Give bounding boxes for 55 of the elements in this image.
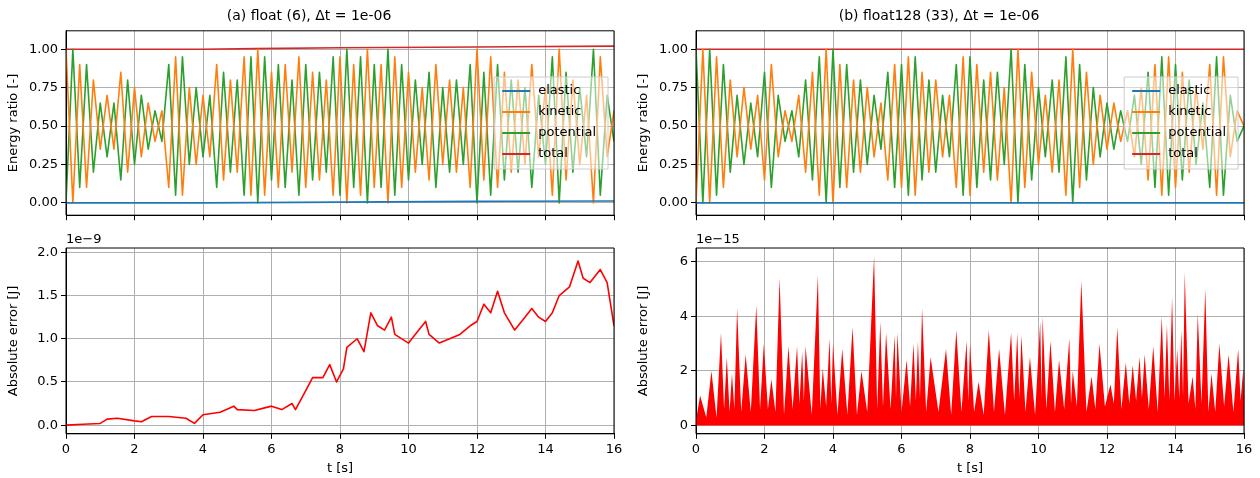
y-axis-title: Energy ratio [-] xyxy=(635,73,651,173)
y-tick-label: 6 xyxy=(679,253,688,269)
x-axis-title: t [s] xyxy=(956,459,984,475)
x-tick-label: 2 xyxy=(760,440,769,456)
x-tick-label: 6 xyxy=(267,440,276,456)
y-tick-label: 0 xyxy=(679,416,688,432)
y-tick-label: 0.75 xyxy=(659,79,688,95)
legend-label: total xyxy=(538,145,568,161)
x-axis-title: t [s] xyxy=(326,459,354,475)
x-tick-label: 8 xyxy=(335,440,345,456)
y-tick-label: 0.75 xyxy=(29,79,58,95)
legend-label: potential xyxy=(1168,124,1226,140)
y-tick-label: 0.00 xyxy=(29,194,58,210)
legend-label: elastic xyxy=(538,82,581,98)
x-tick-label: 0 xyxy=(691,440,701,456)
y-tick-label: 0.0 xyxy=(37,416,58,432)
x-tick-label: 4 xyxy=(828,440,838,456)
x-tick-label: 4 xyxy=(198,440,208,456)
chart-title: (b) float128 (33), Δt = 1e-06 xyxy=(838,7,1040,24)
x-tick-label: 0 xyxy=(61,440,71,456)
legend-label: kinetic xyxy=(538,103,582,119)
y-tick-label: 2 xyxy=(679,362,688,378)
y-tick-label: 1.0 xyxy=(37,330,58,346)
x-tick-label: 8 xyxy=(965,440,975,456)
legend-label: elastic xyxy=(1168,82,1211,98)
legend-label: potential xyxy=(538,124,596,140)
legend-label: kinetic xyxy=(1168,103,1212,119)
x-tick-label: 2 xyxy=(130,440,139,456)
x-tick-label: 10 xyxy=(400,440,417,456)
y-axis-title: Absolute error [J] xyxy=(635,285,651,397)
y-tick-label: 2.0 xyxy=(37,243,58,259)
x-tick-label: 6 xyxy=(897,440,906,456)
chart-title: (a) float (6), Δt = 1e-06 xyxy=(226,7,392,24)
text: 1e−15 xyxy=(696,230,740,246)
x-tick-label: 12 xyxy=(468,440,486,456)
y-axis-title: Energy ratio [-] xyxy=(5,73,21,173)
x-tick-label: 16 xyxy=(1235,440,1253,456)
y-axis-title: Absolute error [J] xyxy=(5,285,21,397)
x-tick-label: 14 xyxy=(1167,440,1184,456)
y-tick-label: 4 xyxy=(679,307,688,323)
y-tick-label: 1.5 xyxy=(37,286,58,302)
y-tick-label: 0.5 xyxy=(37,373,58,389)
y-tick-label: 1.00 xyxy=(29,40,58,56)
y-tick-label: 0.25 xyxy=(659,155,688,171)
x-tick-label: 10 xyxy=(1030,440,1047,456)
y-tick-label: 1.00 xyxy=(659,40,688,56)
text: 1e−9 xyxy=(66,230,102,246)
legend-label: total xyxy=(1168,145,1198,161)
x-tick-label: 12 xyxy=(1098,440,1116,456)
y-tick-label: 0.50 xyxy=(659,117,688,133)
y-tick-label: 0.50 xyxy=(29,117,58,133)
y-tick-label: 0.00 xyxy=(659,194,688,210)
y-tick-label: 0.25 xyxy=(29,155,58,171)
x-tick-label: 14 xyxy=(537,440,554,456)
x-tick-label: 16 xyxy=(605,440,623,456)
